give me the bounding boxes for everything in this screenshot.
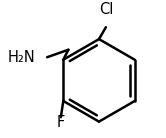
Text: F: F (57, 115, 65, 130)
Text: Cl: Cl (99, 2, 114, 17)
Text: H₂N: H₂N (7, 50, 35, 65)
